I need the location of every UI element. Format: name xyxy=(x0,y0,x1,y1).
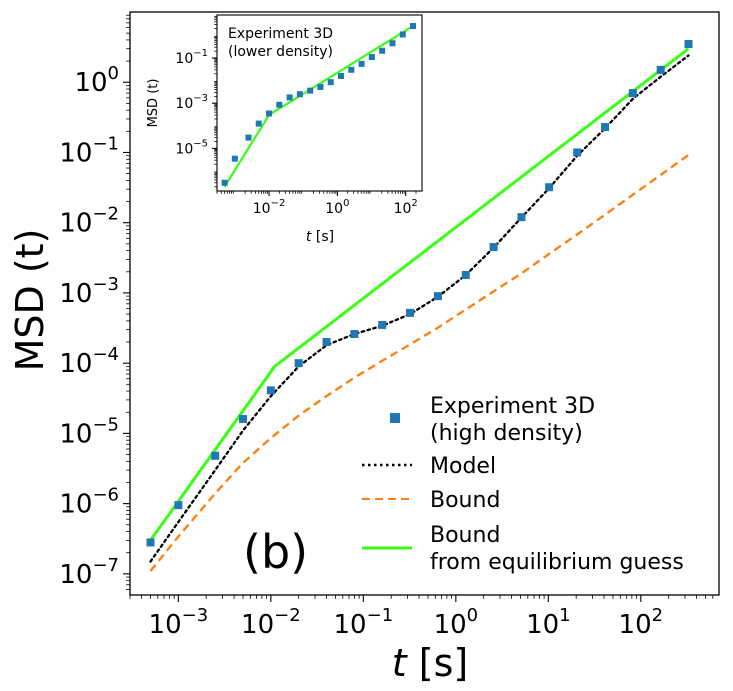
main-x-tick-label: 101 xyxy=(526,605,571,640)
inset-x-axis-unit: [s] xyxy=(316,229,334,245)
main-series-experiment-point xyxy=(601,123,610,132)
main-axis-ticks: 10−3 10−2 10−1 100 101 102 10−7 10−6 10−5 10−4 10−… xyxy=(59,14,714,640)
main-series-experiment-point xyxy=(294,359,303,368)
inset-series-experiment-point xyxy=(231,155,238,162)
inset-x-axis-label: t [s] xyxy=(306,229,334,245)
main-series-experiment-point xyxy=(211,451,220,460)
inset-title-line-1: Experiment 3D xyxy=(228,26,333,42)
inset-series-experiment-point xyxy=(379,47,386,54)
inset-series-experiment-point xyxy=(399,31,406,38)
main-y-tick-label: 100 xyxy=(74,63,119,98)
main-series-experiment-point xyxy=(628,89,637,98)
inset-y-tick-label: 10−3 xyxy=(175,93,208,112)
main-series-experiment-point xyxy=(174,501,183,510)
main-y-tick-label: 10−1 xyxy=(59,133,119,168)
legend-label-experiment-1: Experiment 3D xyxy=(430,394,595,419)
main-chart: 10−3 10−2 10−1 100 101 102 10−7 10−6 10−5 10−4 10−… xyxy=(8,11,720,685)
inset-y-tick-label: 10−1 xyxy=(175,48,208,67)
inset-series-experiment-point xyxy=(276,101,283,108)
inset-series-experiment-point xyxy=(389,40,396,47)
main-series-experiment-point xyxy=(517,213,526,222)
main-y-tick-label: 10−5 xyxy=(59,414,119,449)
inset-series-experiment-point xyxy=(307,87,314,94)
inset-series-experiment-point xyxy=(410,23,417,30)
main-series-equilibrium-line xyxy=(149,47,690,542)
main-series-experiment-point xyxy=(433,292,442,301)
legend-label-experiment-2: (high density) xyxy=(430,421,583,446)
main-series xyxy=(146,40,693,572)
main-series-experiment-point xyxy=(239,415,248,424)
main-panel-label: (b) xyxy=(243,525,308,579)
inset-series-experiment-point xyxy=(296,91,303,98)
inset-x-tick-label: 102 xyxy=(394,198,418,217)
main-series-experiment-point xyxy=(461,271,470,280)
inset-series-experiment-point xyxy=(245,134,252,141)
inset-series-experiment-point xyxy=(338,72,345,79)
main-x-tick-label: 10−1 xyxy=(334,605,394,640)
main-series-experiment-point xyxy=(378,320,387,329)
main-y-tick-label: 10−3 xyxy=(59,274,119,309)
main-series-bound-line xyxy=(149,154,690,572)
main-x-tick-label: 10−3 xyxy=(149,605,209,640)
inset-series-experiment-point xyxy=(368,54,375,61)
main-series-experiment-point xyxy=(573,148,582,157)
main-y-tick-label: 10−7 xyxy=(59,555,119,590)
inset-series-experiment-point xyxy=(255,120,262,127)
inset-x-tick-label: 100 xyxy=(325,198,349,217)
main-series-experiment-point xyxy=(350,330,359,339)
inset-series xyxy=(221,23,417,188)
inset-series-experiment-point xyxy=(317,84,324,91)
inset-series-experiment-point xyxy=(286,94,293,101)
legend-label-bound: Bound xyxy=(430,488,500,513)
legend-label-equilibrium-1: Bound xyxy=(430,523,500,548)
inset-chart: 10−2 100 102 10−5 10−3 10−1 Experiment 3D (lo… xyxy=(146,14,423,245)
legend-label-model: Model xyxy=(430,454,496,479)
main-x-tick-label: 10−2 xyxy=(241,605,301,640)
main-series-experiment-point xyxy=(266,386,275,395)
main-series-experiment-point xyxy=(545,183,554,192)
inset-series-experiment-point xyxy=(327,79,334,86)
inset-series-experiment-point xyxy=(221,179,228,186)
main-y-tick-label: 10−4 xyxy=(59,344,119,379)
main-legend: Experiment 3D (high density) Model Bound… xyxy=(362,394,684,575)
main-x-tick-label: 100 xyxy=(434,605,479,640)
inset-series-experiment-point xyxy=(358,60,365,67)
legend-label-equilibrium-2: from equilibrium guess xyxy=(430,550,684,575)
inset-series-experiment-point xyxy=(266,110,273,117)
main-series-experiment-point xyxy=(322,338,331,347)
main-series-experiment-point xyxy=(684,40,693,49)
inset-plot-frame xyxy=(216,14,423,192)
inset-y-axis-label: MSD (t) xyxy=(146,79,161,128)
main-y-tick-label: 10−6 xyxy=(59,485,119,520)
main-y-tick-label: 10−2 xyxy=(59,204,119,239)
main-series-model-line xyxy=(149,54,690,563)
main-x-tick-label: 102 xyxy=(619,605,664,640)
main-series-experiment-point xyxy=(406,308,415,317)
inset-series-experiment-point xyxy=(348,66,355,73)
inset-title-line-2: (lower density) xyxy=(228,44,333,60)
main-series-experiment-point xyxy=(656,65,665,74)
main-y-axis-label: MSD (t) xyxy=(8,229,52,372)
main-series-experiment-point xyxy=(146,538,155,547)
main-x-axis-label: t [s] xyxy=(392,641,468,685)
main-series-experiment-point xyxy=(489,243,498,252)
inset-x-tick-label: 10−2 xyxy=(253,198,286,217)
inset-y-tick-label: 10−5 xyxy=(175,138,208,157)
main-x-axis-var: t xyxy=(392,641,409,685)
inset-x-axis-var: t xyxy=(306,229,312,245)
legend-marker-experiment xyxy=(390,413,400,423)
inset-plot-background xyxy=(217,15,422,191)
main-x-axis-unit: [s] xyxy=(419,641,468,685)
